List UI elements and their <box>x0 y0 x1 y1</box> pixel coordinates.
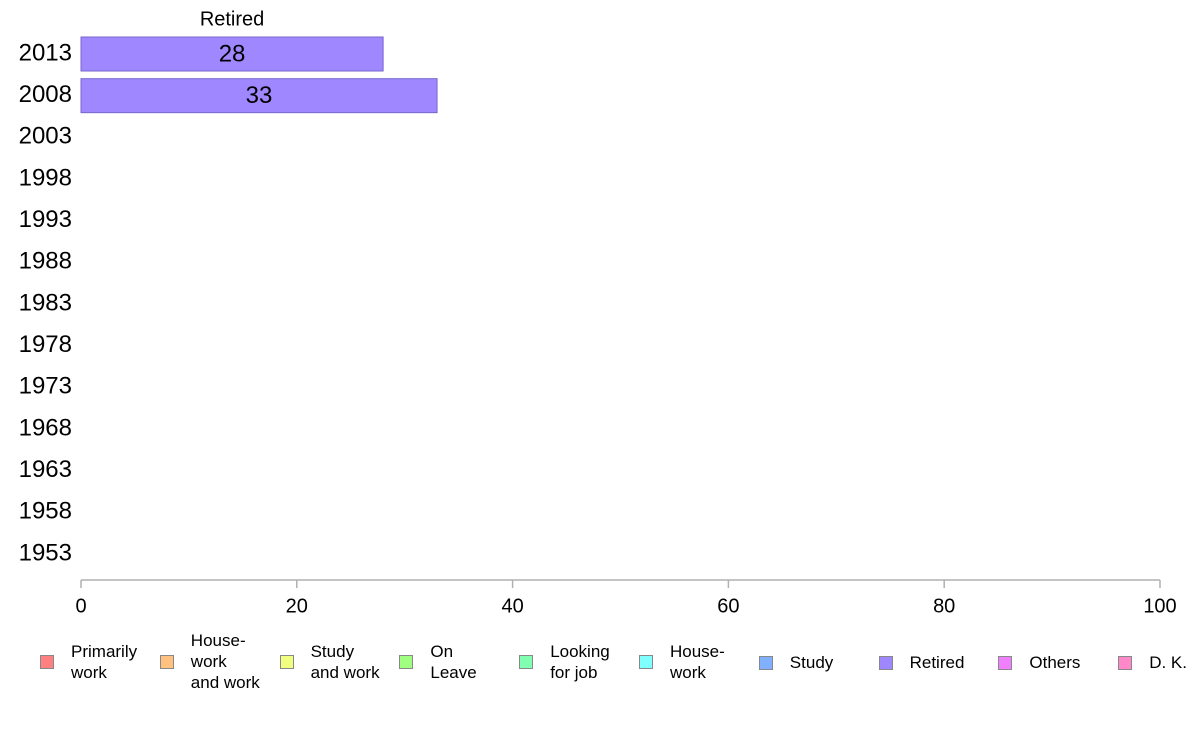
y-tick-label: 1993 <box>19 206 72 233</box>
legend-item: D. K. <box>1118 652 1187 673</box>
data-label: 33 <box>246 82 273 109</box>
chart-area: 2013 2008 2003 1998 1993 1988 1983 1978 1973 1968… <box>19 8 1177 617</box>
legend-label: House- work and work <box>190 631 260 692</box>
y-tick-label: 2003 <box>19 123 72 150</box>
legend-label: Study and work <box>310 642 380 682</box>
legend-item: Study and work <box>279 641 380 683</box>
legend-label: Study <box>789 653 834 672</box>
legend-label: Primarily work <box>71 642 138 682</box>
chart-legend: Primarily work House- work and work Study … <box>0 630 1188 700</box>
legend-item: Primarily work <box>40 641 137 683</box>
y-tick-label: 2013 <box>19 39 72 66</box>
data-label: 28 <box>219 40 246 67</box>
legend-swatch <box>159 654 174 669</box>
y-tick-label: 1983 <box>19 289 72 316</box>
x-tick-label: 0 <box>75 595 86 617</box>
legend-swatch <box>279 655 294 669</box>
legend-item: Others <box>998 652 1080 673</box>
legend-label: On Leave <box>430 642 477 682</box>
legend-item: On Leave <box>399 641 477 683</box>
x-tick-label: 60 <box>717 595 739 617</box>
legend-swatch <box>1118 655 1133 670</box>
y-tick-label: 1978 <box>19 331 72 358</box>
legend-item: Looking for job <box>519 641 610 683</box>
legend-label: House- work <box>670 642 725 682</box>
legend-swatch <box>998 655 1013 670</box>
y-tick-label: 2008 <box>19 81 72 108</box>
x-tick-label: 40 <box>501 595 523 617</box>
legend-item: Retired <box>878 652 965 673</box>
y-tick-label: 1963 <box>19 456 72 483</box>
legend-item: Study <box>758 652 834 673</box>
x-tick-label: 100 <box>1143 595 1176 617</box>
y-tick-label: 1968 <box>19 414 72 441</box>
x-tick-label: 20 <box>286 595 308 617</box>
y-tick-label: 1988 <box>19 248 72 275</box>
legend-label: Others <box>1029 653 1081 672</box>
legend-label: Retired <box>909 653 965 672</box>
legend-swatch <box>878 655 893 670</box>
y-tick-label: 1998 <box>19 164 72 191</box>
legend-swatch <box>519 655 534 669</box>
legend-swatch <box>758 655 773 670</box>
y-tick-label: 1973 <box>19 373 72 400</box>
bar-header-label: Retired <box>200 8 264 30</box>
legend-swatch <box>399 655 414 669</box>
legend-item: House- work <box>639 641 725 683</box>
x-tick-label: 80 <box>933 595 955 617</box>
legend-label: Looking for job <box>550 642 610 682</box>
legend-swatch <box>40 655 54 669</box>
legend-swatch <box>639 655 653 669</box>
y-tick-label: 1958 <box>19 498 72 525</box>
legend-item: House- work and work <box>159 630 260 693</box>
bar[interactable] <box>80 78 438 114</box>
y-tick-label: 1953 <box>19 539 72 566</box>
bar[interactable] <box>80 36 384 72</box>
legend-label: D. K. <box>1149 653 1187 672</box>
